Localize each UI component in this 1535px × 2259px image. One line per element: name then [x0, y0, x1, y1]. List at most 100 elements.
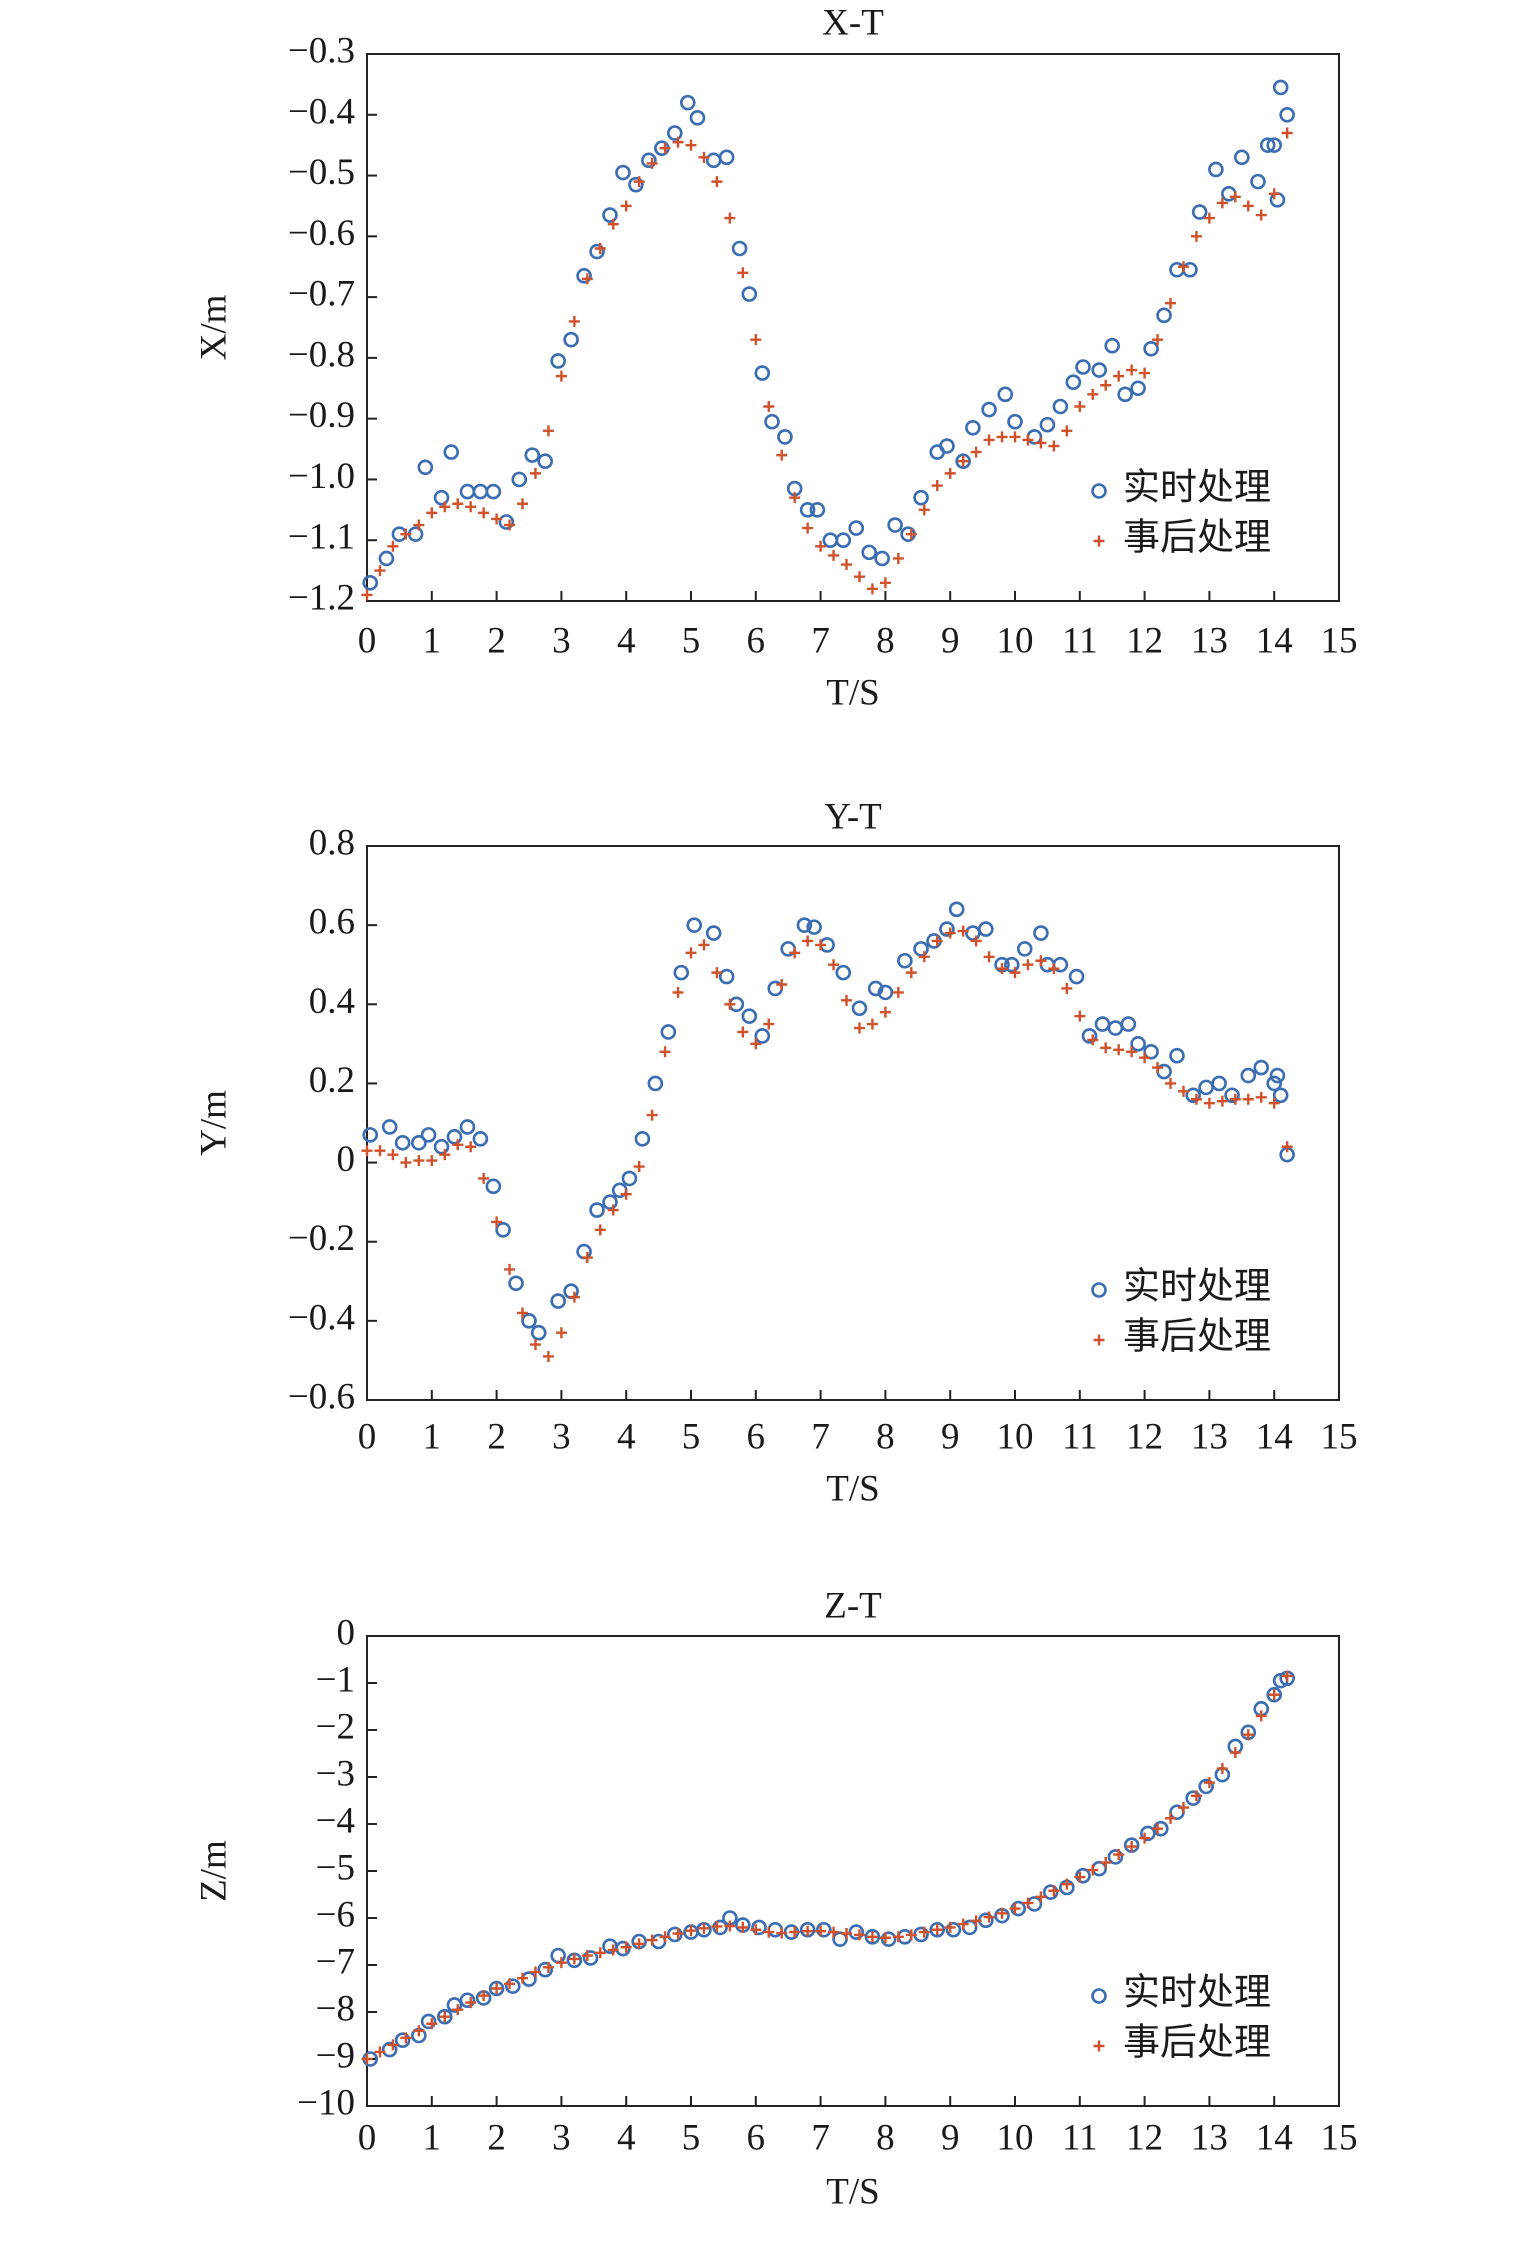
point [705, 152, 722, 169]
point [776, 449, 788, 461]
point [965, 925, 981, 941]
point [879, 577, 891, 589]
x-tick-label: 9 [941, 1416, 960, 1457]
point [957, 455, 969, 467]
point [563, 1283, 579, 1299]
point [420, 1127, 437, 1143]
point [918, 951, 930, 963]
point [555, 1957, 567, 1969]
point [763, 401, 775, 413]
point [1242, 1729, 1254, 1741]
x-tick-label: 15 [1321, 1416, 1358, 1457]
point [537, 1961, 554, 1978]
chart-title: X-T [822, 2, 884, 43]
point [799, 502, 816, 518]
plot-frame [366, 1635, 1340, 2107]
point [1242, 200, 1254, 212]
point [1087, 1864, 1099, 1876]
x-tick-label: 15 [1321, 620, 1358, 661]
point [1113, 370, 1125, 382]
x-tick-label: 1 [423, 2117, 442, 2158]
point [620, 1188, 632, 1200]
point [1272, 1087, 1289, 1104]
point [485, 483, 502, 500]
point [555, 1327, 567, 1339]
point [853, 1929, 865, 1941]
point [413, 519, 425, 531]
point [880, 1931, 897, 1947]
point [436, 2008, 453, 2025]
point [400, 1157, 412, 1169]
point [905, 967, 917, 979]
point [1009, 431, 1021, 443]
point [485, 1178, 502, 1195]
point [1113, 1044, 1125, 1056]
x-axis-label: T/S [826, 2171, 879, 2212]
point [646, 1109, 658, 1121]
point [1224, 1087, 1240, 1104]
y-tick-label: −0.6 [288, 213, 355, 254]
point [1075, 359, 1091, 375]
point [751, 1919, 767, 1936]
point [698, 151, 710, 163]
y-tick-label: −8 [316, 1988, 355, 2029]
point [459, 1992, 476, 2009]
point [602, 1194, 618, 1210]
point [478, 507, 490, 519]
point [970, 935, 982, 947]
point [521, 1313, 537, 1329]
point [887, 517, 903, 533]
point [361, 2053, 373, 2065]
point [1007, 413, 1023, 430]
point [1240, 1067, 1257, 1084]
point [1016, 941, 1033, 957]
point [620, 1941, 632, 1953]
point [504, 1978, 516, 1990]
point [1130, 380, 1146, 397]
point [633, 176, 645, 188]
point [1177, 261, 1189, 273]
point [550, 1293, 566, 1309]
point [763, 1926, 775, 1938]
x-tick-label: 3 [552, 620, 571, 661]
point [1185, 1087, 1201, 1104]
point [1165, 1077, 1177, 1089]
x-tick-label: 14 [1256, 620, 1293, 661]
point [517, 1307, 529, 1319]
point [1113, 1849, 1125, 1861]
point [848, 520, 865, 536]
y-tick-label: −0.7 [288, 274, 355, 315]
point [517, 498, 529, 510]
x-tick-label: 12 [1126, 620, 1163, 661]
point [789, 947, 801, 959]
point [472, 483, 489, 500]
point [718, 968, 735, 985]
point [529, 467, 541, 479]
point [1091, 362, 1108, 378]
point [1074, 401, 1086, 413]
legend-label: 实时处理 [1123, 466, 1271, 508]
point [1185, 1790, 1201, 1806]
point [607, 1944, 619, 1956]
point [1075, 1867, 1091, 1884]
point [517, 1972, 529, 1984]
legend-label: 事后处理 [1123, 1316, 1271, 1357]
point [478, 1990, 490, 2002]
point [672, 1928, 684, 1940]
point [400, 2032, 412, 2044]
point [1221, 185, 1237, 202]
point [1272, 79, 1289, 96]
point [1177, 1802, 1189, 1814]
point [400, 528, 412, 540]
point [594, 242, 606, 254]
point [1281, 1141, 1293, 1153]
point [828, 959, 840, 971]
point [698, 939, 710, 951]
x-tick-label: 2 [487, 1416, 506, 1457]
point [737, 267, 749, 279]
point [1255, 1710, 1267, 1722]
point [1190, 230, 1202, 242]
point [996, 431, 1008, 443]
point [576, 268, 592, 284]
